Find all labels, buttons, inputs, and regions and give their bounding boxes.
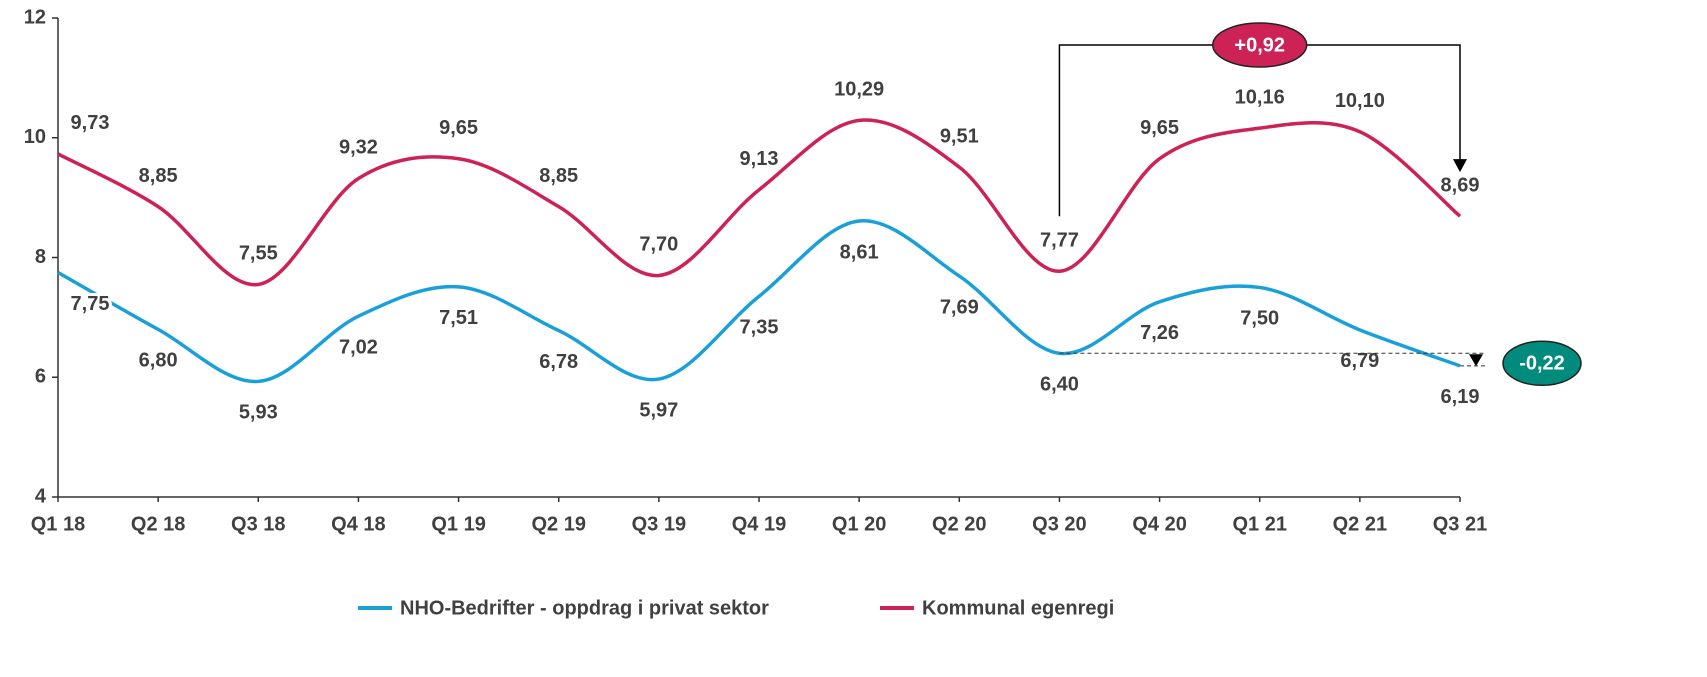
x-tick-label: Q3 21 (1433, 513, 1487, 535)
legend-label: NHO-Bedrifter - oppdrag i privat sektor (400, 597, 769, 619)
data-label: 9,73 (71, 112, 110, 134)
x-tick-label: Q4 19 (732, 513, 786, 535)
series-line (57, 118, 1462, 287)
data-label: 9,65 (439, 117, 478, 139)
data-label: 7,51 (439, 307, 478, 329)
data-label: 10,10 (1335, 90, 1385, 112)
bracket (1058, 44, 1461, 217)
data-label: 6,19 (1441, 386, 1480, 408)
data-label: 6,40 (1040, 374, 1079, 396)
y-tick-label: 6 (35, 366, 46, 388)
arrow-head (1453, 159, 1467, 173)
data-label: 6,79 (1340, 350, 1379, 372)
arrow-head (1469, 354, 1483, 367)
data-label: 10,29 (834, 79, 884, 101)
data-label: 10,16 (1235, 86, 1285, 108)
data-label: 7,02 (339, 336, 378, 358)
x-tick-label: Q3 19 (632, 513, 686, 535)
annotation-badge (1211, 22, 1308, 68)
y-tick-label: 12 (24, 6, 46, 28)
x-tick-label: Q4 20 (1132, 513, 1186, 535)
data-label: 8,61 (840, 241, 879, 263)
x-tick-label: Q1 18 (31, 513, 85, 535)
data-label: 7,70 (639, 234, 678, 256)
x-tick-label: Q2 21 (1333, 513, 1387, 535)
x-tick-label: Q1 21 (1232, 513, 1286, 535)
y-tick-label: 8 (35, 246, 46, 268)
data-label: 8,85 (139, 165, 178, 187)
x-tick-label: Q2 18 (131, 513, 185, 535)
data-label: 6,78 (539, 351, 578, 373)
data-label: 7,69 (940, 296, 979, 318)
data-label: 9,51 (940, 125, 979, 147)
x-tick-label: Q2 20 (932, 513, 986, 535)
data-label: 5,93 (239, 402, 278, 424)
y-tick-label: 4 (35, 485, 47, 507)
x-tick-label: Q1 19 (431, 513, 485, 535)
data-label: 7,75 (71, 293, 110, 315)
data-label: 9,32 (339, 137, 378, 159)
annotation-text: +0,92 (1234, 34, 1285, 56)
data-label: 9,13 (740, 148, 779, 170)
x-tick-label: Q4 18 (331, 513, 385, 535)
data-label: 6,80 (139, 350, 178, 372)
annotation-text: -0,22 (1519, 353, 1565, 375)
x-tick-label: Q1 20 (832, 513, 886, 535)
x-tick-label: Q3 18 (231, 513, 285, 535)
annotation-badge (1502, 340, 1582, 387)
data-label: 7,26 (1140, 322, 1179, 344)
x-tick-label: Q3 20 (1032, 513, 1086, 535)
data-label: 8,69 (1441, 174, 1480, 196)
y-tick-label: 10 (24, 126, 46, 148)
data-label: 7,55 (239, 243, 278, 265)
data-label: 7,77 (1040, 230, 1079, 252)
data-label: 7,35 (740, 317, 779, 339)
data-label: 7,50 (1240, 308, 1279, 330)
legend-label: Kommunal egenregi (922, 597, 1114, 619)
x-tick-label: Q2 19 (531, 513, 585, 535)
data-label: 9,65 (1140, 117, 1179, 139)
data-label: 8,85 (539, 165, 578, 187)
series-line (57, 219, 1461, 384)
data-label: 5,97 (639, 399, 678, 421)
